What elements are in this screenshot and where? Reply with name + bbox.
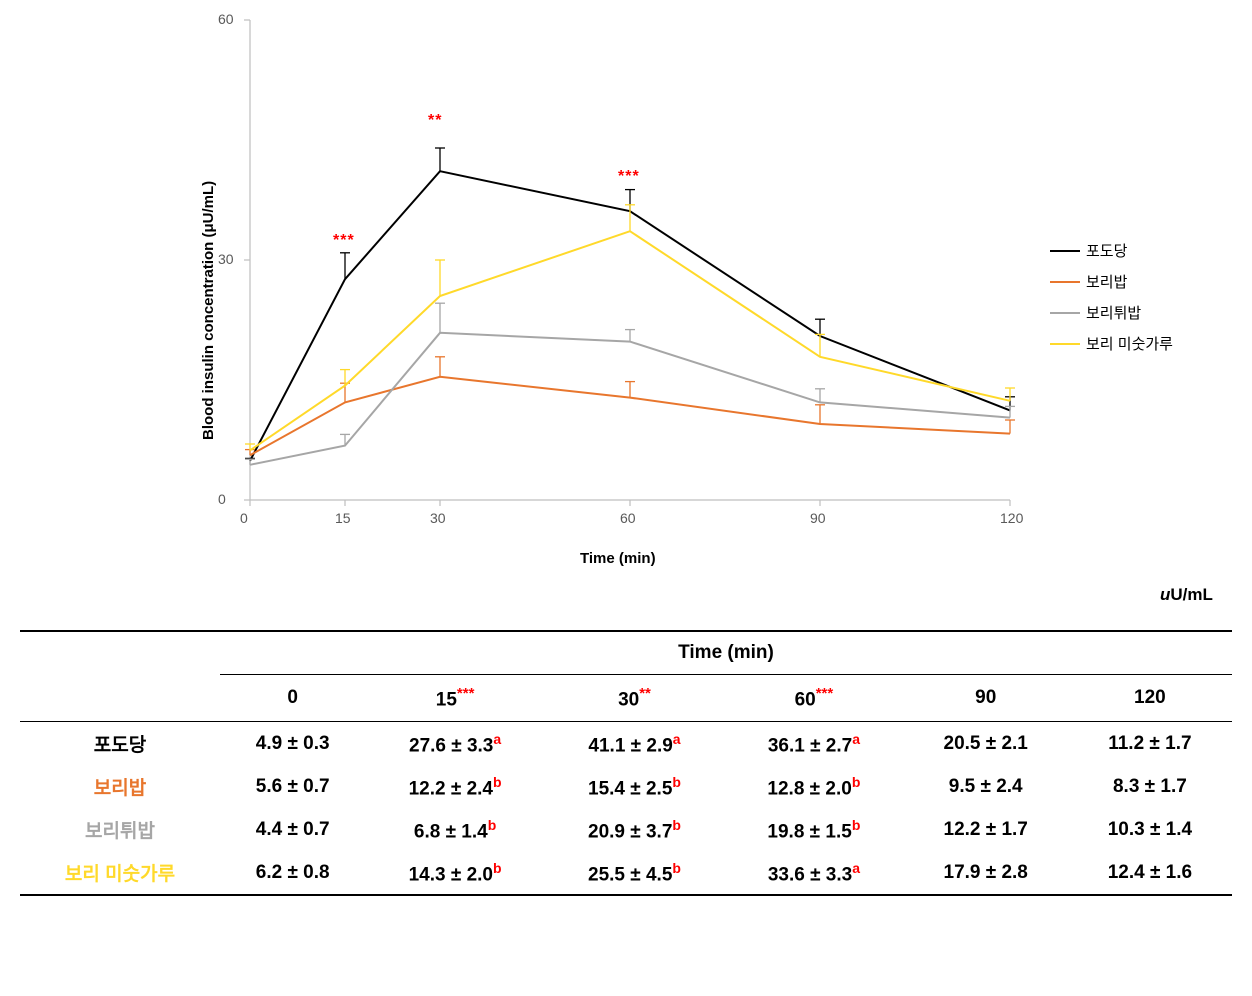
legend-item: 보리튀밥 — [1050, 302, 1173, 323]
table-cell: 20.9 ± 3.7b — [545, 808, 724, 851]
legend-label: 보리밥 — [1086, 271, 1127, 292]
y-tick: 0 — [218, 491, 226, 507]
x-tick: 120 — [1000, 510, 1023, 526]
x-tick: 60 — [620, 510, 636, 526]
table-blank-header — [20, 675, 220, 722]
row-label: 보리튀밥 — [20, 808, 220, 851]
table-cell: 20.5 ± 2.1 — [904, 722, 1068, 766]
table-cell: 25.5 ± 4.5b — [545, 851, 724, 895]
row-label: 보리밥 — [20, 765, 220, 808]
table-row: 보리 미숫가루6.2 ± 0.814.3 ± 2.0b25.5 ± 4.5b33… — [20, 851, 1232, 895]
table-row: 보리튀밥4.4 ± 0.76.8 ± 1.4b20.9 ± 3.7b19.8 ±… — [20, 808, 1232, 851]
table-cell: 41.1 ± 2.9a — [545, 722, 724, 766]
table-cell: 8.3 ± 1.7 — [1068, 765, 1232, 808]
y-tick: 60 — [218, 11, 234, 27]
table-cell: 5.6 ± 0.7 — [220, 765, 365, 808]
table-col-header: 60*** — [724, 675, 903, 722]
table-col-header: 90 — [904, 675, 1068, 722]
table-cell: 10.3 ± 1.4 — [1068, 808, 1232, 851]
significance-mark: ** — [428, 112, 442, 130]
table-cell: 9.5 ± 2.4 — [904, 765, 1068, 808]
y-axis-label: Blood insulin concentration (μU/mL) — [200, 181, 217, 440]
table-cell: 4.9 ± 0.3 — [220, 722, 365, 766]
table-row: 포도당4.9 ± 0.327.6 ± 3.3a41.1 ± 2.9a36.1 ±… — [20, 722, 1232, 766]
line-chart: Blood insulin concentration (μU/mL) Time… — [180, 10, 1230, 570]
row-label: 보리 미숫가루 — [20, 851, 220, 895]
legend-item: 보리 미숫가루 — [1050, 333, 1173, 354]
table-cell: 36.1 ± 2.7a — [724, 722, 903, 766]
table-corner — [20, 631, 220, 675]
unit-prefix: u — [1160, 585, 1170, 604]
data-table: Time (min) 015***30**60***90120 포도당4.9 ±… — [20, 630, 1232, 896]
chart-legend: 포도당보리밥보리튀밥보리 미숫가루 — [1050, 240, 1173, 364]
y-tick: 30 — [218, 251, 234, 267]
legend-swatch — [1050, 343, 1080, 345]
legend-label: 보리 미숫가루 — [1086, 333, 1173, 354]
x-tick: 90 — [810, 510, 826, 526]
table-cell: 33.6 ± 3.3a — [724, 851, 903, 895]
significance-mark: *** — [333, 232, 355, 250]
row-label: 포도당 — [20, 722, 220, 766]
table-col-header: 30** — [545, 675, 724, 722]
x-axis-label: Time (min) — [580, 550, 656, 567]
legend-item: 포도당 — [1050, 240, 1173, 261]
unit-rest: U/mL — [1170, 585, 1213, 604]
table-cell: 12.4 ± 1.6 — [1068, 851, 1232, 895]
table-cell: 19.8 ± 1.5b — [724, 808, 903, 851]
table-header-group: Time (min) — [220, 631, 1232, 675]
table-col-header: 15*** — [365, 675, 544, 722]
table-cell: 6.8 ± 1.4b — [365, 808, 544, 851]
unit-label: uU/mL — [1160, 585, 1213, 605]
legend-label: 보리튀밥 — [1086, 302, 1141, 323]
table-cell: 27.6 ± 3.3a — [365, 722, 544, 766]
table-cell: 12.8 ± 2.0b — [724, 765, 903, 808]
x-tick: 30 — [430, 510, 446, 526]
table-cell: 15.4 ± 2.5b — [545, 765, 724, 808]
table-cell: 12.2 ± 1.7 — [904, 808, 1068, 851]
table-cell: 11.2 ± 1.7 — [1068, 722, 1232, 766]
table-cell: 12.2 ± 2.4b — [365, 765, 544, 808]
table-col-header: 0 — [220, 675, 365, 722]
table-row: 보리밥5.6 ± 0.712.2 ± 2.4b15.4 ± 2.5b12.8 ±… — [20, 765, 1232, 808]
table-cell: 17.9 ± 2.8 — [904, 851, 1068, 895]
x-tick: 0 — [240, 510, 248, 526]
significance-mark: *** — [618, 168, 640, 186]
table-cell: 6.2 ± 0.8 — [220, 851, 365, 895]
legend-label: 포도당 — [1086, 240, 1127, 261]
legend-swatch — [1050, 250, 1080, 252]
legend-item: 보리밥 — [1050, 271, 1173, 292]
legend-swatch — [1050, 312, 1080, 314]
table-cell: 4.4 ± 0.7 — [220, 808, 365, 851]
legend-swatch — [1050, 281, 1080, 283]
figure-container: Blood insulin concentration (μU/mL) Time… — [0, 0, 1252, 996]
table-cell: 14.3 ± 2.0b — [365, 851, 544, 895]
table-col-header: 120 — [1068, 675, 1232, 722]
x-tick: 15 — [335, 510, 351, 526]
